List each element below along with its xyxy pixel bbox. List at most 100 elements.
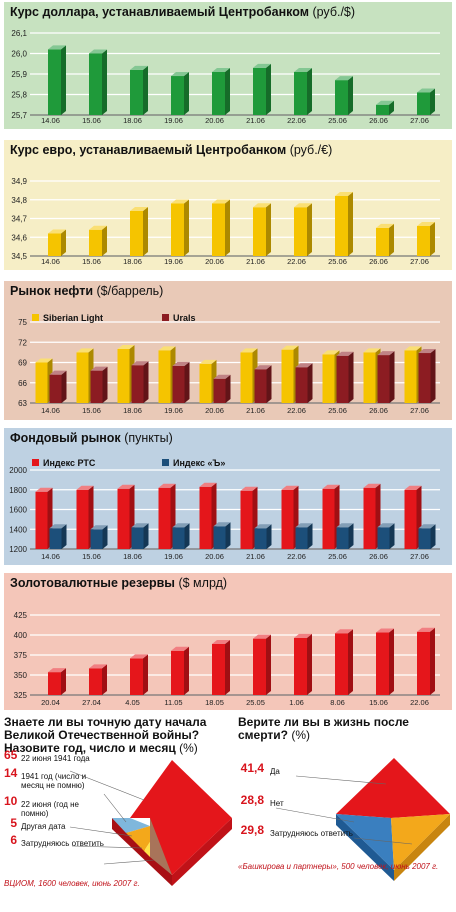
reserves-chart: 325 350 375 400 425 20.04 27.04 4.05 11.05 18.05 2… — [14, 611, 440, 707]
bar-b-20.06 — [213, 374, 231, 403]
afterlife-pie-slice-41-4 — [336, 758, 450, 818]
bar-a-14.06 — [35, 487, 53, 549]
bar-b-26.06 — [377, 523, 395, 549]
legend-swatch — [32, 314, 39, 321]
y-tick-label: 425 — [14, 611, 28, 620]
bar-18.06 — [130, 65, 148, 115]
war-leader-2 — [103, 793, 127, 823]
war-pie-slice-6 — [150, 818, 172, 875]
x-tick-label: 21.06 — [246, 552, 265, 561]
eur-rate-chart: 34,5 34,6 34,7 34,8 34,9 14.06 15.06 18.06 19.06… — [11, 177, 440, 266]
y-tick-label: 34,9 — [11, 177, 27, 186]
war-leader-4 — [71, 845, 143, 849]
bar-4.05 — [130, 654, 148, 695]
afterlife-leader-2 — [275, 807, 355, 823]
y-tick-label: 25,7 — [11, 111, 27, 120]
usd-rate-panel: Курс доллара, устанавливаемый Центробанк… — [4, 2, 452, 129]
y-tick-label: 400 — [14, 631, 28, 640]
bar-26.06 — [376, 100, 394, 115]
legend-label: Индекс «Ъ» — [173, 458, 225, 468]
war-leader-1 — [69, 770, 145, 801]
legend-swatch — [162, 314, 169, 321]
poll-afterlife: Верите ли вы в жизнь после смерти? (%) 4… — [236, 714, 452, 910]
x-tick-label: 22.06 — [287, 257, 306, 266]
bar-b-19.06 — [172, 523, 190, 549]
legend-label: Urals — [173, 313, 196, 323]
bar-a-15.06 — [76, 348, 94, 403]
x-tick-label: 25.05 — [246, 698, 265, 707]
y-tick-label: 1600 — [9, 506, 27, 515]
x-tick-label: 22.06 — [287, 552, 306, 561]
bar-b-21.06 — [254, 524, 272, 549]
bar-15.06 — [89, 225, 107, 256]
x-tick-label: 18.05 — [205, 698, 224, 707]
y-tick-label: 34,7 — [11, 215, 27, 224]
y-tick-label: 72 — [18, 338, 27, 347]
y-tick-label: 375 — [14, 651, 28, 660]
x-tick-label: 14.06 — [41, 257, 60, 266]
x-tick-label: 20.06 — [205, 116, 224, 125]
x-tick-label: 14.06 — [41, 116, 60, 125]
eur-rate-title: Курс евро, устанавливаемый Центробанком … — [10, 143, 333, 157]
poll-war-source: ВЦИОМ, 1600 человек, июнь 2007 г. — [4, 879, 140, 888]
x-tick-label: 15.06 — [82, 552, 101, 561]
x-tick-label: 25.06 — [328, 257, 347, 266]
x-tick-label: 22.06 — [287, 116, 306, 125]
bar-21.06 — [253, 63, 271, 115]
poll-war-pie — [69, 760, 232, 886]
bar-19.06 — [171, 199, 189, 256]
x-tick-label: 14.06 — [41, 406, 60, 415]
bar-25.05 — [253, 634, 271, 695]
x-tick-label: 27.06 — [410, 116, 429, 125]
y-tick-label: 75 — [18, 318, 27, 327]
oil-market-panel: Рынок нефти ($/баррель) 63 66 69 72 75 Siberi… — [4, 281, 452, 420]
x-tick-label: 26.06 — [369, 257, 388, 266]
oil-market-chart: 63 66 69 72 75 Siberian Light Urals 14.06 15.06 1… — [18, 313, 440, 415]
afterlife-pie-slice-28-8 — [336, 814, 394, 870]
x-tick-label: 27.06 — [410, 406, 429, 415]
bar-14.06 — [48, 229, 66, 256]
poll-afterlife-question: Верите ли вы в жизнь после смерти? (%) — [238, 715, 409, 742]
bar-18.05 — [212, 639, 230, 695]
bar-b-22.06 — [295, 363, 313, 403]
legend-swatch — [162, 459, 169, 466]
bar-b-22.06 — [295, 523, 313, 549]
x-tick-label: 22.06 — [410, 698, 429, 707]
war-leader-3 — [69, 826, 133, 837]
bar-b-15.06 — [90, 366, 108, 403]
x-tick-label: 26.06 — [369, 406, 388, 415]
y-tick-label: 25,8 — [11, 91, 27, 100]
x-tick-label: 21.06 — [246, 116, 265, 125]
bar-b-27.06 — [418, 349, 436, 403]
legend-label: Индекс РТС — [43, 458, 96, 468]
x-tick-label: 18.06 — [123, 116, 142, 125]
war-leader-5 — [103, 859, 155, 865]
y-tick-label: 34,8 — [11, 196, 27, 205]
y-tick-label: 26,1 — [11, 29, 27, 38]
bar-22.06 — [294, 67, 312, 115]
bar-b-21.06 — [254, 365, 272, 403]
x-tick-label: 25.06 — [328, 406, 347, 415]
y-tick-label: 69 — [18, 359, 27, 368]
war-pie-slice-10 — [126, 826, 150, 851]
bar-11.05 — [171, 646, 189, 695]
afterlife-pie-side-right — [394, 814, 450, 881]
bar-20.06 — [212, 199, 230, 256]
eur-rate-panel: Курс евро, устанавливаемый Центробанком … — [4, 140, 452, 270]
x-tick-label: 18.06 — [123, 257, 142, 266]
bar-a-27.06 — [404, 485, 422, 549]
bar-b-15.06 — [90, 525, 108, 549]
x-tick-label: 20.04 — [41, 698, 60, 707]
poll-afterlife-source: «Башкирова и партнеры», 500 человек, июн… — [238, 862, 439, 871]
bar-22.06 — [417, 627, 435, 695]
x-tick-label: 15.06 — [82, 406, 101, 415]
x-tick-label: 15.06 — [82, 116, 101, 125]
afterlife-pie-slice-29-8 — [391, 814, 450, 870]
x-tick-label: 18.06 — [123, 406, 142, 415]
bar-14.06 — [48, 45, 66, 115]
bar-25.06 — [335, 192, 353, 256]
x-tick-label: 25.06 — [328, 116, 347, 125]
bar-b-14.06 — [49, 524, 67, 549]
afterlife-leader-1 — [295, 775, 387, 785]
y-tick-label: 1400 — [9, 525, 27, 534]
